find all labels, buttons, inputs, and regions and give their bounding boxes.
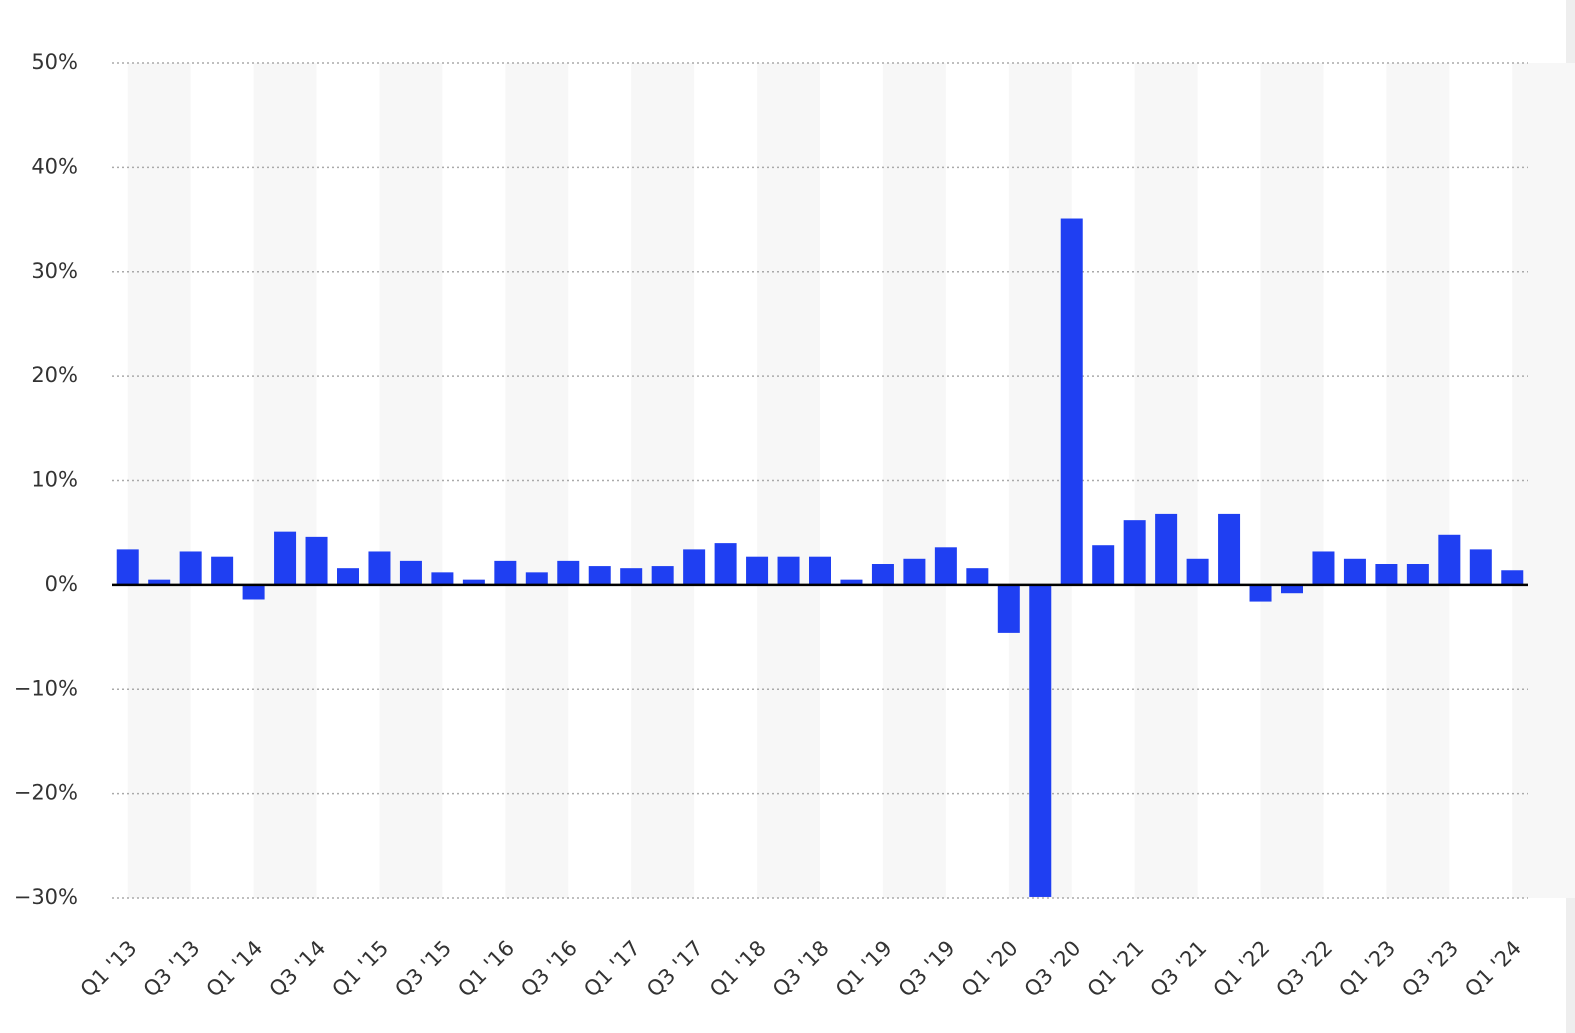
bar [1312, 551, 1335, 585]
bar [997, 584, 1020, 633]
y-tick-label: −30% [14, 885, 78, 909]
bar [809, 556, 831, 585]
x-tick-label: Q3 '17 [642, 936, 708, 1002]
x-tick-label: Q1 '22 [1209, 936, 1275, 1002]
bar [305, 536, 328, 585]
bar [871, 564, 894, 585]
y-tick-label: −10% [14, 676, 78, 700]
bar [1123, 520, 1146, 585]
y-tick-label: 10% [31, 468, 78, 492]
bar [1249, 584, 1272, 602]
bar [116, 549, 139, 585]
x-tick-label: Q3 '16 [516, 936, 582, 1002]
bar [1375, 564, 1398, 585]
bar [242, 584, 265, 600]
bar [1218, 513, 1241, 585]
x-tick-label: Q1 '15 [327, 936, 393, 1002]
bar [934, 547, 957, 585]
bar [494, 560, 517, 585]
bar [1438, 534, 1461, 585]
bar [274, 531, 297, 585]
y-tick-label: 40% [31, 154, 78, 178]
bar [1501, 570, 1524, 585]
bar [966, 568, 989, 585]
bar [683, 549, 706, 585]
x-tick-label: Q3 '23 [1397, 936, 1463, 1002]
y-tick-label: 30% [31, 259, 78, 283]
bar [1155, 513, 1178, 585]
bar [1406, 564, 1429, 585]
bar [1343, 558, 1366, 585]
bar [337, 568, 359, 585]
bar [148, 579, 171, 585]
bar [777, 556, 800, 585]
y-tick-label: 20% [31, 363, 78, 387]
bar [368, 551, 391, 585]
x-tick-label: Q3 '20 [1020, 936, 1086, 1002]
x-tick-label: Q3 '18 [768, 936, 834, 1002]
bar [431, 572, 454, 585]
x-tick-label: Q1 '13 [76, 936, 142, 1002]
bar [1092, 545, 1115, 585]
bar [714, 543, 737, 585]
bar [651, 566, 674, 585]
x-tick-label: Q3 '22 [1271, 936, 1337, 1002]
bar [525, 572, 548, 585]
x-tick-label: Q1 '17 [579, 936, 645, 1002]
bar [903, 558, 926, 585]
bar [1186, 558, 1209, 585]
stripe [1512, 63, 1575, 898]
bar [211, 556, 234, 585]
bar [557, 560, 580, 585]
x-tick-label: Q1 '14 [202, 936, 268, 1002]
x-tick-label: Q1 '20 [957, 936, 1023, 1002]
x-tick-label: Q1 '16 [453, 936, 519, 1002]
x-tick-label: Q3 '19 [894, 936, 960, 1002]
x-tick-label: Q1 '23 [1334, 936, 1400, 1002]
x-tick-label: Q3 '15 [390, 936, 456, 1002]
stripe [379, 63, 443, 898]
x-tick-label: Q3 '21 [1146, 936, 1212, 1002]
bar [1469, 549, 1492, 585]
bar [840, 579, 863, 585]
bar [1060, 218, 1083, 585]
bar [588, 566, 611, 585]
x-tick-label: Q3 '14 [265, 936, 331, 1002]
bar [1029, 584, 1052, 897]
x-tick-label: Q1 '21 [1083, 936, 1149, 1002]
stripe [253, 63, 317, 898]
x-tick-label: Q1 '19 [831, 936, 897, 1002]
x-tick-label: Q1 '24 [1460, 936, 1526, 1002]
bar [399, 560, 422, 585]
y-tick-label: −20% [14, 781, 78, 805]
bar [620, 568, 643, 585]
y-tick-label: 50% [31, 50, 78, 74]
x-tick-label: Q3 '13 [139, 936, 205, 1002]
bar [1281, 584, 1303, 594]
bar [462, 579, 485, 585]
x-tick-label: Q1 '18 [705, 936, 771, 1002]
y-tick-label: 0% [45, 572, 78, 596]
bar [179, 551, 202, 585]
bar [746, 556, 769, 585]
